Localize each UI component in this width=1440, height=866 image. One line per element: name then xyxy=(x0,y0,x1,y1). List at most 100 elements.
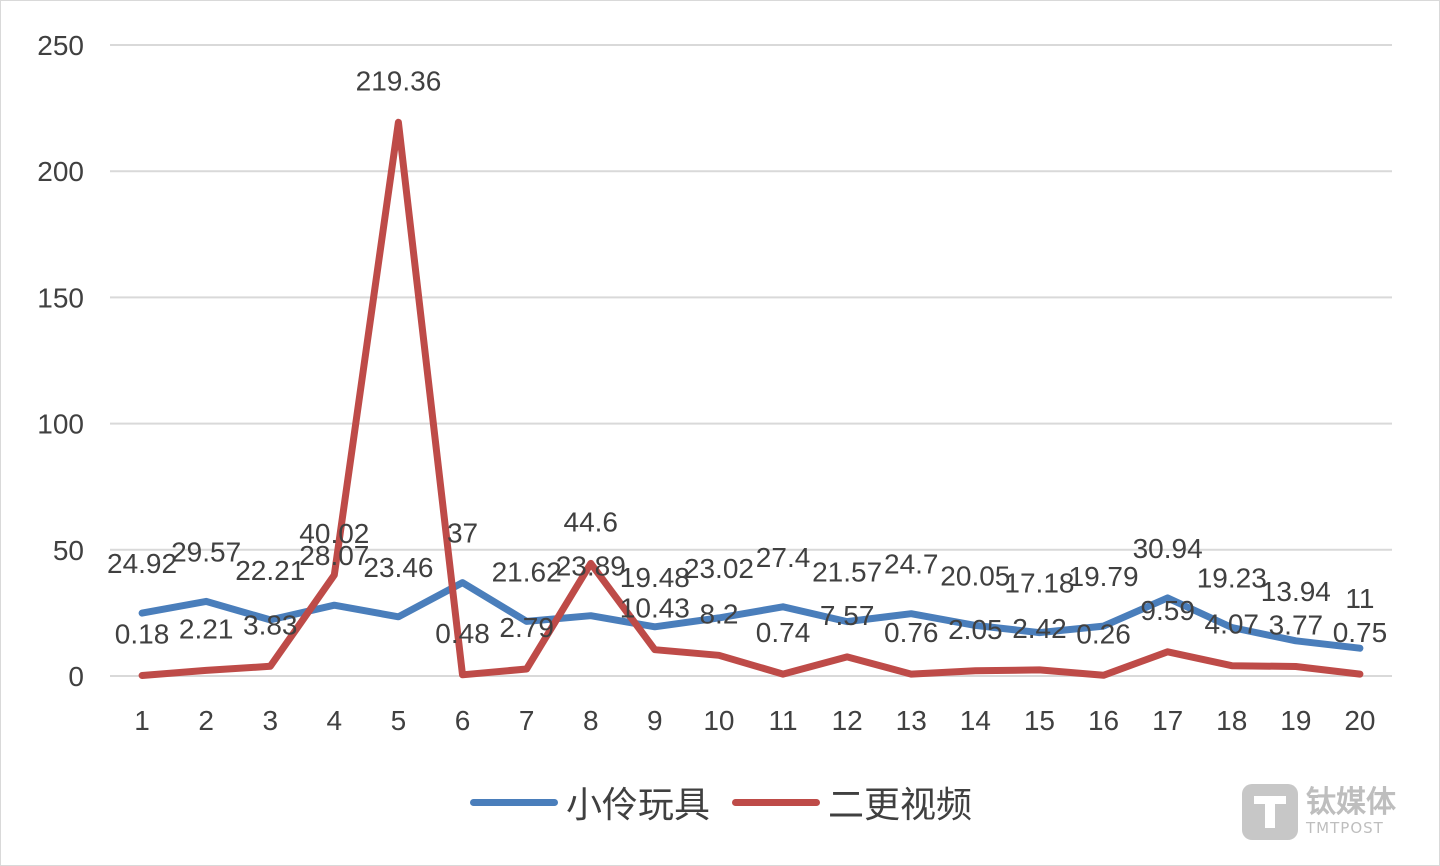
legend-label-series-1: 小伶玩具 xyxy=(566,785,711,826)
data-label-series-1: 23.46 xyxy=(363,552,433,583)
data-point-series-1 xyxy=(1230,626,1233,629)
series-line-2 xyxy=(138,118,1364,679)
data-point-series-1 xyxy=(525,620,528,623)
legend-label-series-2: 二更视频 xyxy=(828,785,973,826)
data-label-series-1: 23.89 xyxy=(556,551,626,582)
data-label-series-1: 19.79 xyxy=(1069,561,1139,592)
x-tick-label: 1 xyxy=(134,705,150,736)
legend-swatch-series-1 xyxy=(470,798,558,806)
data-point-series-2 xyxy=(974,669,977,672)
y-tick-label: 0 xyxy=(68,661,84,692)
x-tick-label: 20 xyxy=(1344,705,1375,736)
data-label-series-2: 219.36 xyxy=(356,65,442,96)
data-label-series-1: 37 xyxy=(447,518,478,549)
y-tick-label: 150 xyxy=(37,282,84,313)
tmtpost-watermark: 钛媒体 TMTPOST xyxy=(1242,784,1396,840)
data-label-series-2: 0.74 xyxy=(756,617,811,648)
data-point-series-1 xyxy=(974,624,977,627)
data-point-series-1 xyxy=(141,612,144,615)
x-tick-label: 13 xyxy=(896,705,927,736)
data-point-series-1 xyxy=(846,620,849,623)
data-label-series-2: 40.02 xyxy=(299,518,369,549)
data-label-series-1: 20.05 xyxy=(940,560,1010,591)
data-point-series-1 xyxy=(589,614,592,617)
data-label-series-2: 7.57 xyxy=(820,600,875,631)
legend: 小伶玩具 二更视频 xyxy=(470,770,972,834)
data-point-series-1 xyxy=(333,604,336,607)
data-point-series-1 xyxy=(653,625,656,628)
data-point-series-2 xyxy=(1358,673,1361,676)
data-point-series-1 xyxy=(1294,639,1297,642)
data-label-series-1: 13.94 xyxy=(1261,576,1331,607)
data-label-series-2: 8.2 xyxy=(699,598,738,629)
y-tick-label: 50 xyxy=(53,535,84,566)
data-point-series-1 xyxy=(1038,631,1041,634)
data-label-series-2: 0.48 xyxy=(435,618,490,649)
data-point-series-2 xyxy=(525,667,528,670)
data-point-series-2 xyxy=(1230,664,1233,667)
data-point-series-1 xyxy=(269,618,272,621)
x-tick-label: 6 xyxy=(455,705,471,736)
x-tick-label: 4 xyxy=(327,705,343,736)
data-point-series-2 xyxy=(846,655,849,658)
x-tick-label: 17 xyxy=(1152,705,1183,736)
x-tick-label: 9 xyxy=(647,705,663,736)
x-tick-label: 14 xyxy=(960,705,991,736)
data-label-series-2: 44.6 xyxy=(564,506,619,537)
data-label-series-1: 24.92 xyxy=(107,548,177,579)
data-point-series-2 xyxy=(333,573,336,576)
x-tick-label: 19 xyxy=(1280,705,1311,736)
data-label-series-1: 11 xyxy=(1345,583,1374,614)
x-tick-label: 7 xyxy=(519,705,535,736)
data-point-series-1 xyxy=(397,615,400,618)
x-tick-label: 12 xyxy=(832,705,863,736)
data-label-series-2: 10.43 xyxy=(620,593,690,624)
data-point-series-1 xyxy=(205,600,208,603)
data-point-series-2 xyxy=(1294,665,1297,668)
data-label-series-1: 17.18 xyxy=(1004,568,1074,599)
data-label-series-2: 0.26 xyxy=(1076,618,1131,649)
data-point-series-2 xyxy=(141,674,144,677)
x-tick-label: 2 xyxy=(198,705,214,736)
data-label-series-1: 19.23 xyxy=(1197,562,1267,593)
data-point-series-2 xyxy=(461,673,464,676)
x-tick-label: 10 xyxy=(703,705,734,736)
data-point-series-1 xyxy=(1102,625,1105,628)
data-label-series-2: 4.07 xyxy=(1205,609,1260,640)
data-label-series-2: 2.21 xyxy=(179,613,234,644)
legend-item-series-2: 二更视频 xyxy=(732,776,972,828)
data-point-series-1 xyxy=(1166,596,1169,599)
data-point-series-1 xyxy=(1358,647,1361,650)
data-point-series-2 xyxy=(1166,650,1169,653)
data-point-series-2 xyxy=(1038,668,1041,671)
legend-swatch-series-2 xyxy=(732,798,821,806)
data-point-series-2 xyxy=(269,665,272,668)
data-label-series-2: 0.18 xyxy=(115,619,170,650)
data-point-series-2 xyxy=(589,562,592,565)
watermark-en: TMTPOST xyxy=(1306,819,1384,837)
x-tick-label: 3 xyxy=(262,705,278,736)
tmtpost-logo-icon xyxy=(1242,784,1298,840)
x-tick-label: 15 xyxy=(1024,705,1055,736)
x-tick-label: 18 xyxy=(1216,705,1247,736)
data-label-series-2: 2.42 xyxy=(1012,613,1067,644)
data-point-series-2 xyxy=(653,648,656,651)
data-point-series-2 xyxy=(910,673,913,676)
data-label-series-2: 2.79 xyxy=(499,612,554,643)
watermark-cn: 钛媒体 xyxy=(1306,785,1396,820)
data-point-series-1 xyxy=(782,605,785,608)
data-label-series-1: 24.7 xyxy=(884,549,939,580)
data-label-series-1: 27.4 xyxy=(756,542,811,573)
data-label-series-1: 23.02 xyxy=(684,553,754,584)
series-line-1 xyxy=(138,579,1364,652)
data-label-series-1: 21.62 xyxy=(492,556,562,587)
x-tick-label: 11 xyxy=(769,705,798,736)
data-point-series-2 xyxy=(205,669,208,672)
data-label-series-2: 3.83 xyxy=(243,609,298,640)
data-label-series-1: 22.21 xyxy=(235,555,305,586)
y-tick-label: 250 xyxy=(37,30,84,61)
data-point-series-2 xyxy=(717,654,720,657)
y-tick-label: 200 xyxy=(37,156,84,187)
data-label-series-1: 28.07 xyxy=(299,540,369,571)
